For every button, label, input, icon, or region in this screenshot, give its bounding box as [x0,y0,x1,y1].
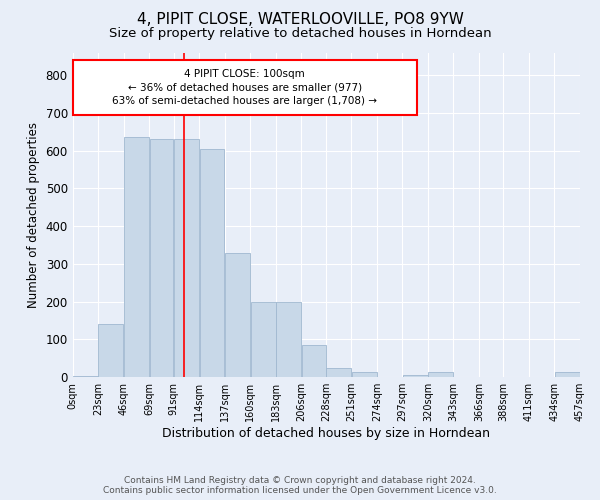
Bar [428,372,453,377]
Y-axis label: Number of detached properties: Number of detached properties [27,122,40,308]
Text: ← 36% of detached houses are smaller (977): ← 36% of detached houses are smaller (97… [128,82,362,92]
Text: 63% of semi-detached houses are larger (1,708) →: 63% of semi-detached houses are larger (… [112,96,377,106]
Bar [251,302,275,377]
Bar [555,372,580,377]
Bar [98,324,124,377]
Bar [403,376,428,377]
Bar [225,252,250,377]
Bar [326,368,351,377]
Text: Contains HM Land Registry data © Crown copyright and database right 2024.
Contai: Contains HM Land Registry data © Crown c… [103,476,497,495]
Bar [352,372,377,377]
Text: Size of property relative to detached houses in Horndean: Size of property relative to detached ho… [109,28,491,40]
Text: 4 PIPIT CLOSE: 100sqm: 4 PIPIT CLOSE: 100sqm [184,68,305,78]
FancyBboxPatch shape [73,60,417,115]
Bar [302,345,326,377]
Bar [276,302,301,377]
Bar [124,138,149,377]
Bar [149,140,173,377]
Bar [199,149,224,377]
X-axis label: Distribution of detached houses by size in Horndean: Distribution of detached houses by size … [163,427,490,440]
Bar [174,140,199,377]
Bar [73,376,98,377]
Text: 4, PIPIT CLOSE, WATERLOOVILLE, PO8 9YW: 4, PIPIT CLOSE, WATERLOOVILLE, PO8 9YW [137,12,463,28]
